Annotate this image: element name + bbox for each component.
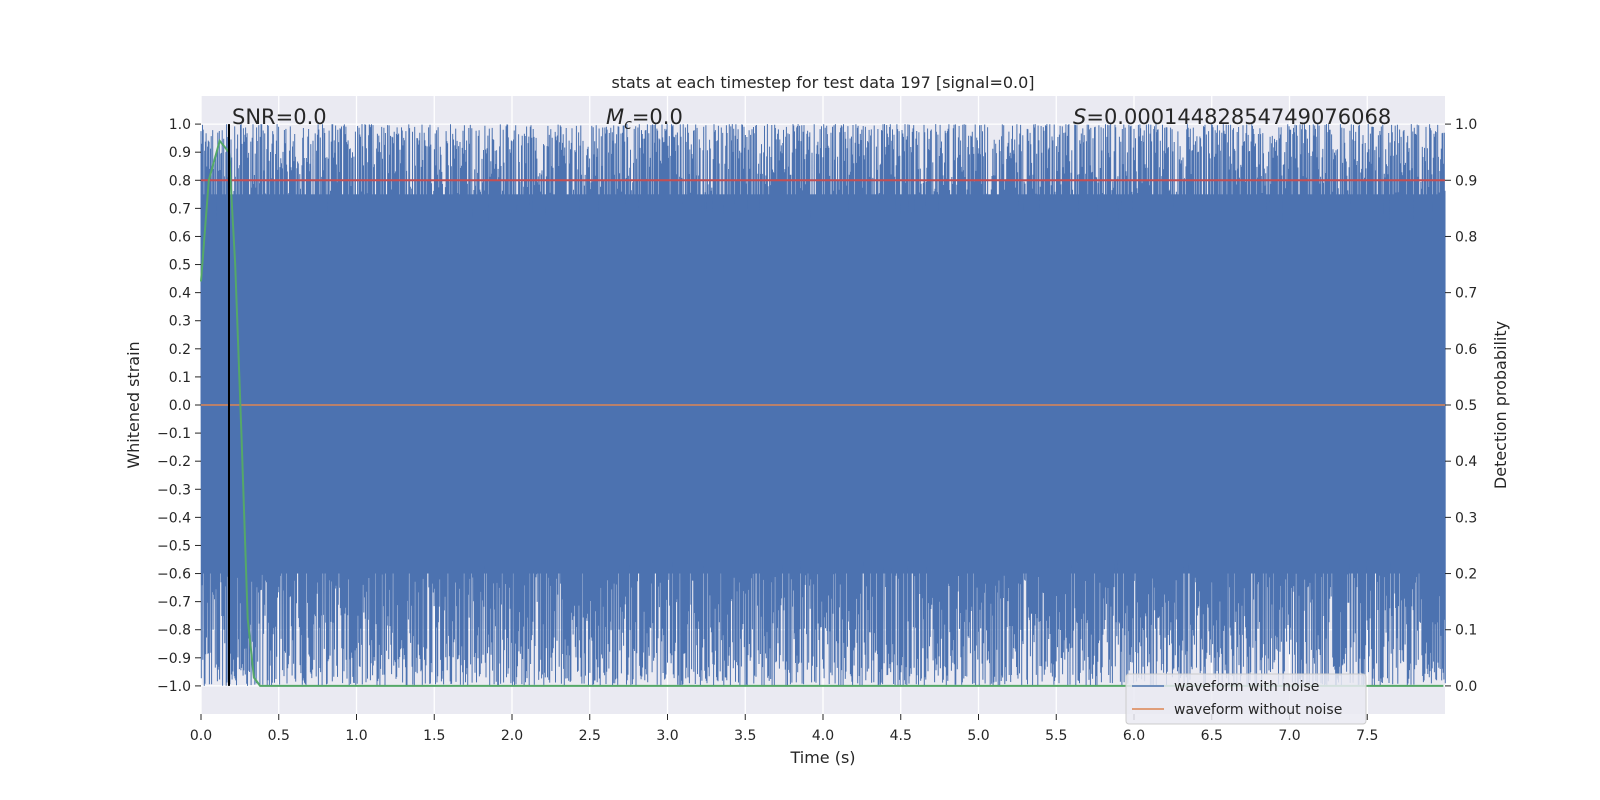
legend: waveform with noise waveform without noi…	[1125, 673, 1367, 725]
right-tick-label-3: 0.7	[1455, 286, 1477, 302]
left-tick-label-11: −0.1	[157, 426, 191, 442]
s-value: =0.00014482854749076068	[1086, 105, 1391, 129]
right-axis-ticks: 1.0 0.9 0.8 0.7 0.6 0.5 0.4 0.3 0.2 0.1 0.0	[1445, 117, 1477, 695]
x-tick-label-13: 6.5	[1201, 728, 1223, 744]
x-tick-label-2: 1.0	[345, 728, 367, 744]
x-tick-label-4: 2.0	[501, 728, 523, 744]
right-tick-label-7: 0.3	[1455, 510, 1477, 526]
left-tick-label-1: 0.9	[169, 145, 191, 161]
series-waveform-with-noise	[200, 124, 1446, 686]
left-tick-label-4: 0.6	[169, 229, 191, 245]
x-tick-label-9: 4.5	[890, 728, 912, 744]
left-tick-label-9: 0.1	[169, 370, 191, 386]
legend-label-clean: waveform without noise	[1174, 702, 1342, 718]
left-tick-label-15: −0.5	[157, 538, 191, 554]
x-tick-label-12: 6.0	[1123, 728, 1145, 744]
noise-trace	[200, 124, 1446, 686]
right-tick-label-1: 0.9	[1455, 173, 1477, 189]
right-tick-label-5: 0.5	[1455, 398, 1477, 414]
x-tick-label-11: 5.5	[1045, 728, 1067, 744]
left-tick-label-19: −0.9	[157, 651, 191, 667]
x-tick-label-15: 7.5	[1356, 728, 1378, 744]
detection-probability-line	[200, 138, 1444, 687]
legend-label-noise: waveform with noise	[1174, 679, 1319, 695]
mc-value: =0.0	[632, 105, 683, 129]
left-tick-label-2: 0.8	[169, 173, 191, 189]
left-tick-label-17: −0.7	[157, 595, 191, 611]
left-tick-label-10: 0.0	[169, 398, 191, 414]
x-tick-label-6: 3.0	[656, 728, 678, 744]
left-tick-label-13: −0.3	[157, 482, 191, 498]
y-axis-label-left: Whitened strain	[124, 341, 143, 468]
x-tick-label-8: 4.0	[812, 728, 834, 744]
left-tick-label-0: 1.0	[169, 117, 191, 133]
left-tick-label-8: 0.2	[169, 342, 191, 358]
s-annotation: S=0.00014482854749076068	[1073, 105, 1391, 129]
mc-annotation: Mc=0.0	[606, 105, 683, 133]
mc-subscript: c	[624, 117, 632, 133]
right-tick-label-6: 0.4	[1455, 454, 1477, 470]
right-tick-label-2: 0.8	[1455, 229, 1477, 245]
x-axis-label: Time (s)	[789, 748, 855, 767]
left-axis-ticks: 1.0 0.9 0.8 0.7 0.6 0.5 0.4 0.3 0.2 0.1 0.0 −0.1 −0.…	[157, 117, 201, 695]
left-tick-label-14: −0.4	[157, 510, 191, 526]
mc-symbol: M	[606, 105, 624, 129]
x-tick-label-14: 7.0	[1278, 728, 1300, 744]
y-axis-label-right: Detection probability	[1491, 321, 1510, 489]
left-tick-label-16: −0.6	[157, 567, 191, 583]
x-tick-label-5: 2.5	[579, 728, 601, 744]
left-tick-label-5: 0.5	[169, 258, 191, 274]
left-tick-label-18: −0.8	[157, 623, 191, 639]
x-tick-label-0: 0.0	[190, 728, 212, 744]
s-symbol: S	[1073, 105, 1086, 129]
x-tick-label-1: 0.5	[268, 728, 290, 744]
right-tick-label-10: 0.0	[1455, 679, 1477, 695]
left-tick-label-6: 0.4	[169, 286, 191, 302]
right-tick-label-8: 0.2	[1455, 567, 1477, 583]
right-tick-label-9: 0.1	[1455, 623, 1477, 639]
x-axis-ticks: 0.0 0.5 1.0 1.5 2.0 2.5 3.0 3.5 4.0 4.5 5.0 5.5 6.0 6…	[190, 714, 1378, 744]
x-tick-label-10: 5.0	[967, 728, 989, 744]
left-tick-label-7: 0.3	[169, 314, 191, 330]
left-tick-label-12: −0.2	[157, 454, 191, 470]
chart-title: stats at each timestep for test data 197…	[611, 73, 1034, 92]
x-tick-label-3: 1.5	[423, 728, 445, 744]
left-tick-label-20: −1.0	[157, 679, 191, 695]
snr-annotation: SNR=0.0	[232, 105, 327, 129]
right-tick-label-4: 0.6	[1455, 342, 1477, 358]
legend-box	[1125, 673, 1367, 725]
left-tick-label-3: 0.7	[169, 201, 191, 217]
right-tick-label-0: 1.0	[1455, 117, 1477, 133]
x-tick-label-7: 3.5	[734, 728, 756, 744]
